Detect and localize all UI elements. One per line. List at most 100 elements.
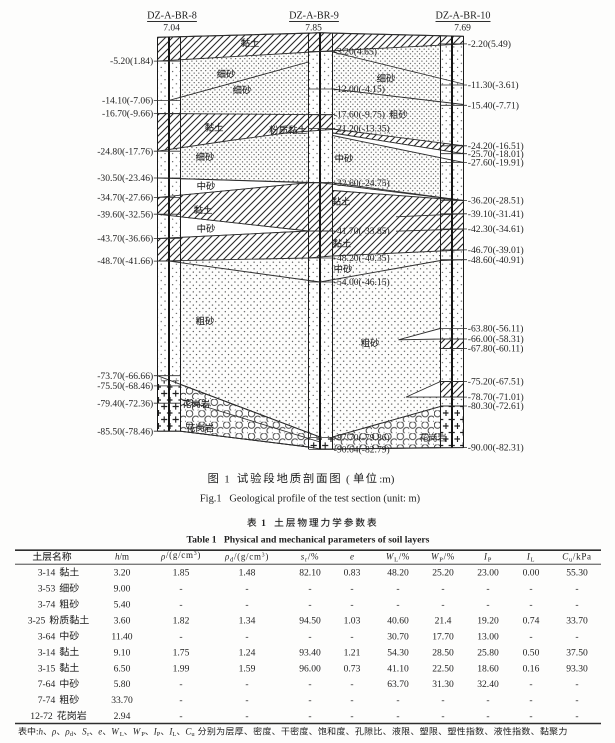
svg-text:-: - [245,679,248,690]
svg-text:-: - [396,695,399,706]
svg-text:-: - [179,600,182,611]
svg-text:-: - [245,584,248,595]
svg-text::: : [36,727,39,737]
svg-text:-: - [350,584,353,595]
svg-text:(: ( [346,473,350,485]
svg-text:22.50: 22.50 [432,663,454,674]
svg-text:-15.40(-7.71): -15.40(-7.71) [468,100,519,111]
svg-text:1.21: 1.21 [344,647,361,658]
svg-text:-: - [575,600,578,611]
svg-text:-48.70(-41.66): -48.70(-41.66) [97,256,153,267]
svg-text:d: d [70,731,74,738]
svg-text:-: - [575,695,578,706]
svg-text:33.70: 33.70 [566,616,588,627]
svg-text:1.59: 1.59 [239,663,256,674]
svg-text:-79.40(-72.36): -79.40(-72.36) [97,398,153,409]
svg-text:0.73: 0.73 [344,663,361,674]
svg-text:19.20: 19.20 [477,616,499,627]
svg-text:-63.80(-56.11): -63.80(-56.11) [468,324,524,335]
svg-text:48.20: 48.20 [387,568,409,579]
svg-text:-14.10(-7.06): -14.10(-7.06) [102,96,153,107]
svg-text:0.16: 0.16 [523,663,540,674]
svg-text:3-64: 3-64 [38,631,56,642]
svg-text:2.94: 2.94 [114,711,131,722]
svg-text:0.83: 0.83 [344,568,361,579]
svg-text:-: - [396,711,399,722]
svg-text:13.00: 13.00 [477,631,499,642]
svg-text:-: - [245,600,248,611]
svg-text:-: - [529,584,532,595]
svg-text:18.60: 18.60 [477,663,499,674]
svg-text:P: P [157,731,161,738]
svg-text:DZ-A-BR-10: DZ-A-BR-10 [436,11,491,22]
svg-text:-75.20(-67.51): -75.20(-67.51) [468,377,524,388]
svg-text:94.50: 94.50 [299,616,321,627]
svg-text:1.82: 1.82 [173,616,190,627]
svg-text:WL/%: WL/% [386,552,410,564]
svg-text:17.70: 17.70 [432,631,454,642]
svg-text:31.30: 31.30 [432,679,454,690]
svg-text:-: - [486,695,489,706]
svg-text:IP: IP [483,552,492,564]
svg-text:9.00: 9.00 [114,584,131,595]
svg-text:W: W [111,727,120,737]
svg-text:-: - [308,631,311,642]
svg-text:37.50: 37.50 [566,647,588,658]
svg-text:L: L [120,731,124,738]
svg-text:-78.70(-71.01): -78.70(-71.01) [468,392,524,403]
svg-text:-36.20(-28.51): -36.20(-28.51) [468,196,524,207]
svg-text:-87.70(-79.86): -87.70(-79.86) [334,433,390,444]
svg-text:3-25: 3-25 [28,616,46,627]
svg-text:sr/%: sr/% [301,552,319,564]
svg-text:1.85: 1.85 [173,568,190,579]
svg-text:3-14: 3-14 [38,568,56,579]
svg-text:32.40: 32.40 [477,679,499,690]
svg-text:-80.30(-72.61): -80.30(-72.61) [468,401,524,412]
svg-text:ρ: ρ [64,727,70,737]
svg-text:33.70: 33.70 [111,695,133,706]
svg-text:-41.70(-33.85): -41.70(-33.85) [334,226,390,237]
svg-text:-: - [350,679,353,690]
svg-text:S: S [82,727,87,737]
svg-text:Table 1 Physical and mechani: Table 1 Physical and mechanical paramete… [187,535,430,546]
svg-text:-25.70(-18.01): -25.70(-18.01) [468,149,524,160]
svg-text:1.34: 1.34 [239,616,256,627]
svg-text:3.20: 3.20 [114,568,131,579]
svg-text:82.10: 82.10 [299,568,321,579]
svg-text:-: - [441,711,444,722]
svg-text:-30.50(-23.46): -30.50(-23.46) [97,173,153,184]
svg-text:-67.80(-60.11): -67.80(-60.11) [468,344,524,355]
svg-text:-: - [308,679,311,690]
svg-text:W: W [133,727,142,737]
svg-text:40.60: 40.60 [387,616,409,627]
svg-text:63.70: 63.70 [387,679,409,690]
svg-text:-: - [308,584,311,595]
svg-text:e: e [98,727,102,737]
svg-text:-46.70(-39.01): -46.70(-39.01) [468,245,524,256]
svg-text:11.40: 11.40 [111,631,132,642]
svg-text:L: L [172,731,176,738]
svg-text:1: 1 [261,518,266,529]
svg-text:-11.30(-3.61): -11.30(-3.61) [468,80,519,91]
svg-text:u: u [191,731,195,738]
svg-text:3-14: 3-14 [38,647,56,658]
svg-text:-: - [529,711,532,722]
svg-text:55.30: 55.30 [566,568,588,579]
svg-text:1: 1 [224,473,230,485]
svg-text:DZ-A-BR-9: DZ-A-BR-9 [289,11,339,22]
svg-text:-: - [245,695,248,706]
svg-text:0.74: 0.74 [523,616,540,627]
svg-text:-: - [575,711,578,722]
svg-text:-90.64(-82.79): -90.64(-82.79) [334,445,390,456]
svg-text:h/m: h/m [115,552,129,562]
svg-text:25.80: 25.80 [477,647,499,658]
svg-text:-54.00(-46.15): -54.00(-46.15) [334,277,390,288]
svg-text:21.4: 21.4 [435,616,452,627]
svg-text:-: - [396,584,399,595]
svg-text:1.99: 1.99 [173,663,190,674]
svg-text:-39.10(-31.41): -39.10(-31.41) [468,209,524,220]
svg-text:3-15: 3-15 [38,663,56,674]
svg-text:-16.70(-9.66): -16.70(-9.66) [102,109,153,120]
svg-text:54.30: 54.30 [387,647,409,658]
svg-text:23.00: 23.00 [477,568,499,579]
